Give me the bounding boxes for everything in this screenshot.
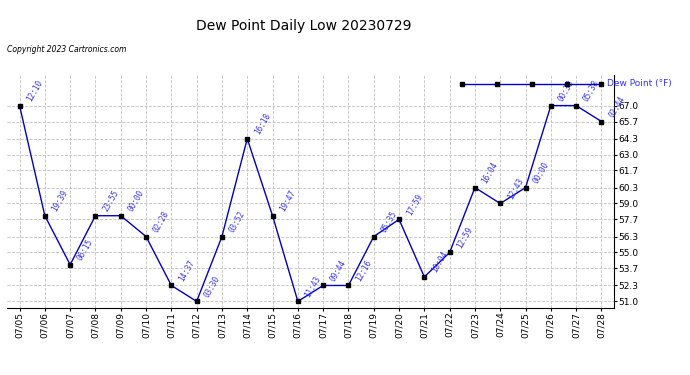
Text: 05:38: 05:38 (582, 78, 601, 103)
Text: 00:00: 00:00 (531, 160, 551, 185)
Text: 12:16: 12:16 (354, 258, 373, 283)
Text: 19:47: 19:47 (278, 188, 297, 213)
Text: 16:18: 16:18 (253, 111, 272, 136)
Text: 00:00: 00:00 (126, 188, 146, 213)
Text: 03:52: 03:52 (228, 209, 247, 234)
Text: 17:59: 17:59 (404, 192, 424, 217)
Text: 18:04: 18:04 (430, 250, 449, 274)
Text: 12:43: 12:43 (506, 176, 525, 201)
Text: 05:35: 05:35 (380, 209, 399, 234)
Text: 16:04: 16:04 (480, 160, 500, 185)
Text: 14:37: 14:37 (177, 258, 196, 283)
Text: 12:10: 12:10 (25, 78, 44, 103)
Text: Copyright 2023 Cartronics.com: Copyright 2023 Cartronics.com (7, 45, 126, 54)
Text: Dew Point (°F): Dew Point (°F) (607, 79, 671, 88)
Text: 02:28: 02:28 (152, 209, 171, 234)
Text: 23:55: 23:55 (101, 188, 120, 213)
Text: 03:30: 03:30 (202, 274, 221, 298)
Text: 09:44: 09:44 (328, 258, 348, 283)
Text: 02:44: 02:44 (607, 94, 627, 119)
Text: 12:59: 12:59 (455, 225, 475, 250)
Text: 19:39: 19:39 (50, 188, 70, 213)
Text: 11:43: 11:43 (304, 274, 323, 298)
Text: 00:38: 00:38 (556, 78, 575, 103)
Text: Dew Point Daily Low 20230729: Dew Point Daily Low 20230729 (196, 19, 411, 33)
Text: 06:15: 06:15 (76, 237, 95, 262)
